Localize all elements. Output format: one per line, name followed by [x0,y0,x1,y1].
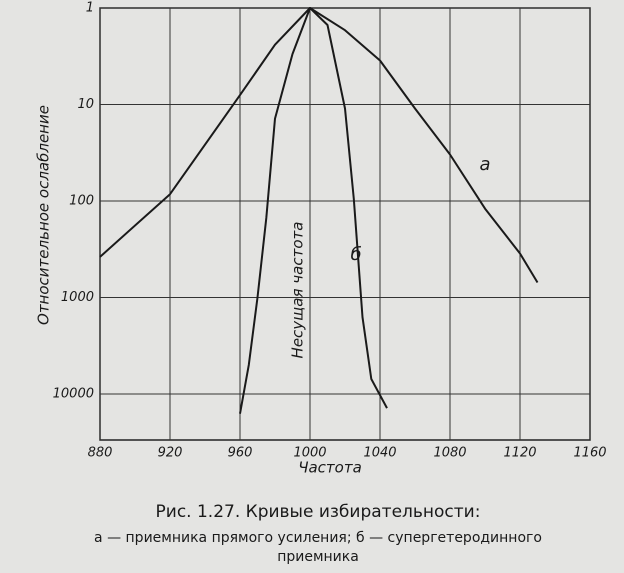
y-tick-label: 10 [77,97,94,112]
y-tick-label: 100 [69,193,94,208]
caption-title: Рис. 1.27. Кривые избирательности: [156,502,481,522]
series-label: а [479,154,490,175]
x-tick-label: 960 [228,446,253,461]
caption-line: приемника [277,549,359,565]
annotation: Несущая частота [289,222,307,359]
curve [99,7,539,284]
y-tick-label: 1000 [61,290,94,305]
x-tick-label: 920 [158,446,183,461]
series-label: б [350,244,361,265]
y-tick-label: 10000 [53,386,94,401]
x-tick-label: 880 [88,446,113,461]
x-tick-label: 1160 [573,446,606,461]
caption-line: а — приемника прямого усиления; б — супе… [94,530,542,546]
x-axis-label: Частота [298,459,362,477]
curve [239,7,388,414]
x-tick-label: 1080 [433,446,466,461]
x-tick-label: 1040 [363,446,396,461]
y-tick-label: 1 [86,1,94,16]
x-tick-label: 1000 [293,446,326,461]
x-tick-label: 1120 [503,446,536,461]
y-axis-label: Относительное ослабление [35,105,53,325]
